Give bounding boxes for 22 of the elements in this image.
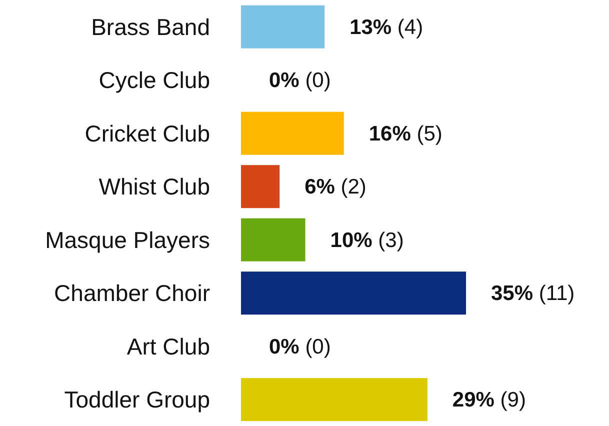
data-label: 29% (9) [452,388,526,412]
data-label: 6% (2) [304,175,366,198]
data-label: 0% (0) [269,68,331,92]
y-tick-label: Whist Club [98,174,210,200]
data-label: 10% (3) [330,228,404,252]
bar [241,5,325,48]
data-label: 35% (11) [491,282,575,305]
y-tick-label: Cricket Club [84,120,210,146]
y-tick-label: Masque Players [45,226,210,253]
data-label: 0% (0) [269,334,331,358]
bar [241,218,306,262]
y-tick-label: Chamber Choir [54,280,210,306]
bar [241,272,466,315]
y-tick-label: Brass Band [91,14,210,40]
data-label: 13% (4) [350,15,424,38]
bar [241,165,280,208]
y-tick-label: Cycle Club [98,67,210,94]
y-tick-label: Art Club [126,333,210,360]
y-tick-label: Toddler Group [64,386,210,413]
bar [241,112,344,155]
bar [241,378,428,422]
data-label: 16% (5) [368,122,442,145]
